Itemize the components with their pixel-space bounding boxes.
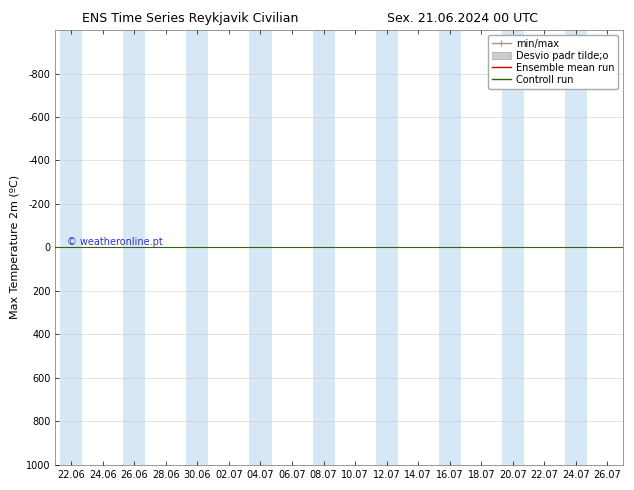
Bar xyxy=(502,30,524,465)
Text: © weatheronline.pt: © weatheronline.pt xyxy=(67,237,162,247)
Legend: min/max, Desvio padr tilde;o, Ensemble mean run, Controll run: min/max, Desvio padr tilde;o, Ensemble m… xyxy=(488,35,618,89)
Bar xyxy=(375,30,398,465)
Bar xyxy=(313,30,335,465)
Y-axis label: Max Temperature 2m (ºC): Max Temperature 2m (ºC) xyxy=(11,175,20,319)
Bar xyxy=(123,30,145,465)
Bar xyxy=(186,30,209,465)
Bar xyxy=(60,30,82,465)
Bar xyxy=(565,30,587,465)
Text: ENS Time Series Reykjavik Civilian: ENS Time Series Reykjavik Civilian xyxy=(82,12,299,25)
Text: Sex. 21.06.2024 00 UTC: Sex. 21.06.2024 00 UTC xyxy=(387,12,538,25)
Bar xyxy=(439,30,461,465)
Bar xyxy=(249,30,271,465)
